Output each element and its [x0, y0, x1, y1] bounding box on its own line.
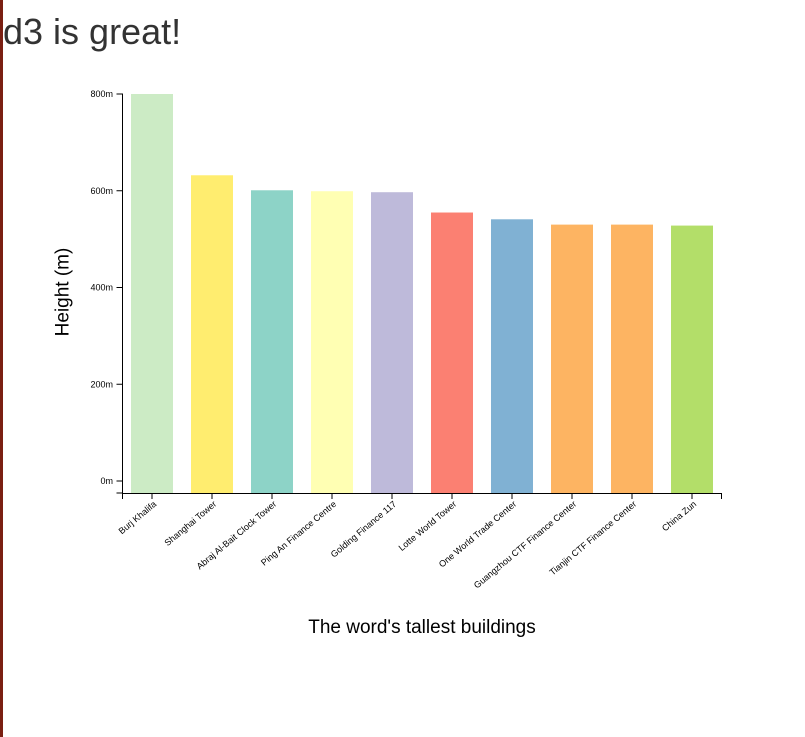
x-axis-title: The word's tallest buildings	[308, 617, 536, 638]
plot-area: 0m 200m 400m 600m 800m Burj Khalifa Shanghai …	[90, 89, 722, 590]
x-tick-label: Shanghai Tower	[163, 499, 219, 548]
bars-group	[131, 94, 713, 494]
bar-china-zun	[671, 225, 713, 493]
bar-one-world-trade-center	[491, 219, 533, 494]
bar-tianjin-ctf-finance-center	[611, 224, 653, 494]
bar-burj-khalifa	[131, 94, 173, 493]
x-axis-line	[122, 493, 722, 499]
x-tick-label: Guangzhou CTF Finance Center	[472, 499, 578, 591]
y-axis: 0m 200m 400m 600m 800m	[90, 89, 123, 494]
bar-abraj-al-bait-clock-tower	[251, 190, 293, 493]
y-axis-line	[116, 93, 123, 494]
y-axis-title: Height (m)	[53, 248, 74, 337]
y-tick-label: 600m	[90, 186, 113, 196]
x-tick-label: Golding Finance 117	[329, 499, 399, 560]
bar-guangzhou-ctf-finance-center	[551, 224, 593, 494]
y-tick-label: 400m	[90, 283, 113, 293]
page-left-border	[0, 0, 3, 737]
page-heading: d3 is great!	[3, 11, 182, 52]
bar-golding-finance-117	[371, 192, 413, 493]
bar-shanghai-tower	[191, 175, 233, 493]
x-tick-label: China Zun	[660, 499, 698, 533]
x-tick-label: Burj Khalifa	[117, 499, 159, 536]
y-tick-label: 0m	[100, 476, 113, 486]
y-tick-label: 800m	[90, 89, 113, 99]
y-tick-label: 200m	[90, 379, 113, 389]
x-tick-label: Lotte World Tower	[397, 499, 459, 553]
bar-ping-an-finance-centre	[311, 191, 353, 494]
bar-lotte-world-tower	[431, 212, 473, 493]
